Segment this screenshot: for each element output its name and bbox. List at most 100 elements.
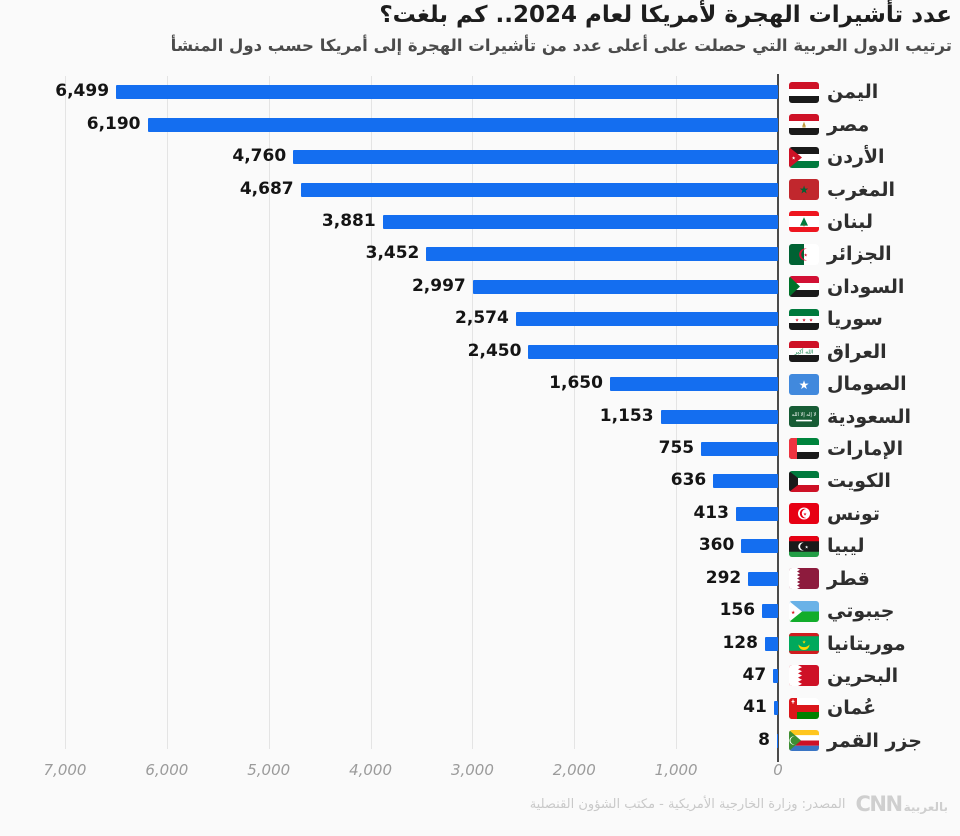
svg-text:★: ★ bbox=[792, 155, 796, 161]
x-axis-tick-label: 5,000 bbox=[247, 761, 291, 779]
svg-text:لا إله إلا الله: لا إله إلا الله bbox=[792, 412, 817, 418]
svg-text:★: ★ bbox=[802, 317, 806, 323]
bar bbox=[762, 604, 778, 619]
bar bbox=[713, 474, 778, 489]
country-label: قطر bbox=[827, 567, 870, 590]
bar bbox=[300, 182, 778, 197]
gridline bbox=[166, 76, 168, 749]
flag-kuwait-icon bbox=[789, 470, 819, 492]
x-axis-tick-label: 6,000 bbox=[145, 761, 189, 779]
country-label: المغرب bbox=[827, 178, 896, 201]
country-label: الإمارات bbox=[827, 437, 904, 460]
bar-value-label: 1,650 bbox=[549, 373, 603, 394]
flag-djibouti-icon: ★ bbox=[789, 600, 819, 622]
country-label: البحرين bbox=[827, 664, 899, 687]
bar-value-label: 636 bbox=[670, 470, 707, 491]
flag-egypt-icon bbox=[789, 114, 819, 136]
bar-value-label: 360 bbox=[698, 535, 735, 556]
bar bbox=[660, 409, 778, 424]
country-label: عُمان bbox=[827, 697, 877, 720]
bar bbox=[515, 312, 778, 327]
x-axis-tick-label: 3,000 bbox=[450, 761, 494, 779]
country-label: جزر القمر bbox=[827, 729, 922, 752]
country-label: موريتانيا bbox=[827, 632, 906, 655]
gridline bbox=[472, 76, 474, 749]
flag-lebanon-icon bbox=[789, 211, 819, 233]
svg-text:★: ★ bbox=[804, 252, 808, 258]
gridline bbox=[65, 76, 66, 749]
x-axis-tick-label: 0 bbox=[773, 761, 783, 779]
svg-text:★: ★ bbox=[795, 317, 799, 323]
country-label: جيبوتي bbox=[827, 600, 895, 623]
cnn-arabic-logo: CNN بالعربية bbox=[856, 792, 949, 816]
x-axis-tick-label: 2,000 bbox=[552, 761, 596, 779]
gridline bbox=[268, 76, 270, 749]
flag-qatar-icon bbox=[789, 568, 819, 590]
country-label: سوريا bbox=[827, 308, 883, 331]
bar bbox=[147, 117, 778, 132]
bar-value-label: 2,450 bbox=[467, 340, 522, 361]
cnn-logo-arabic-text: بالعربية bbox=[903, 800, 948, 814]
x-axis-tick-label: 7,000 bbox=[43, 761, 87, 779]
flag-comoros-icon bbox=[789, 730, 819, 752]
bar-value-label: 3,881 bbox=[321, 210, 376, 231]
flag-morocco-icon: ★ bbox=[789, 179, 819, 200]
x-axis-tick-label: 1,000 bbox=[654, 761, 698, 779]
bar bbox=[773, 701, 778, 716]
bar-value-label: 1,153 bbox=[599, 405, 654, 426]
bar bbox=[528, 344, 778, 359]
bar-value-label: 8 bbox=[758, 729, 770, 750]
country-label: تونس bbox=[827, 502, 881, 525]
country-label: الجزائر bbox=[827, 243, 892, 266]
gridline bbox=[574, 76, 576, 749]
svg-text:★: ★ bbox=[791, 609, 795, 615]
zero-axis-line bbox=[777, 74, 779, 762]
bar bbox=[382, 214, 778, 229]
bar bbox=[116, 85, 778, 100]
source-text: المصدر: وزارة الخارجية الأمريكية - مكتب … bbox=[529, 796, 846, 812]
bar bbox=[777, 733, 778, 748]
flag-saudi-arabia-icon: لا إله إلا الله bbox=[789, 406, 819, 427]
bar bbox=[741, 539, 778, 554]
country-label: مصر bbox=[827, 113, 870, 136]
bar-value-label: 6,190 bbox=[86, 113, 141, 134]
bar bbox=[748, 571, 778, 586]
flag-algeria-icon: ★ bbox=[789, 243, 819, 265]
country-label: الأردن bbox=[827, 146, 885, 169]
svg-text:★: ★ bbox=[799, 183, 809, 196]
chart-subtitle: ترتيب الدول العربية التي حصلت على أعلى ع… bbox=[170, 36, 952, 55]
svg-text:★: ★ bbox=[805, 544, 809, 549]
svg-text:★: ★ bbox=[799, 377, 810, 391]
bar-value-label: 4,760 bbox=[232, 146, 287, 167]
flag-tunisia-icon: ★ bbox=[789, 503, 819, 525]
country-label: السعودية bbox=[827, 405, 912, 428]
country-label: السودان bbox=[827, 275, 905, 298]
bar bbox=[735, 506, 778, 521]
svg-text:★: ★ bbox=[802, 640, 806, 646]
bar-value-label: 41 bbox=[743, 697, 767, 718]
bar bbox=[609, 377, 778, 392]
flag-somalia-icon: ★ bbox=[789, 373, 819, 395]
bar-value-label: 755 bbox=[658, 437, 695, 458]
country-label: ليبيا bbox=[827, 535, 865, 558]
flag-bahrain-icon bbox=[789, 665, 819, 687]
flag-jordan-icon: ★ bbox=[789, 146, 819, 168]
bar-value-label: 128 bbox=[722, 632, 758, 653]
bar-value-label: 47 bbox=[742, 664, 767, 685]
flag-mauritania-icon: ★ bbox=[789, 633, 819, 654]
x-axis-tick-label: 4,000 bbox=[349, 761, 393, 779]
flag-uae-icon bbox=[789, 438, 819, 460]
country-label: الكويت bbox=[827, 470, 891, 493]
bar-value-label: 4,687 bbox=[239, 178, 294, 199]
bar bbox=[293, 150, 778, 165]
country-label: لبنان bbox=[827, 210, 873, 233]
bar-value-label: 6,499 bbox=[55, 81, 110, 102]
svg-text:★: ★ bbox=[809, 317, 813, 323]
bar-value-label: 292 bbox=[705, 567, 742, 588]
bar-value-label: 2,997 bbox=[411, 275, 466, 296]
flag-syria-icon: ★ ★ ★ bbox=[789, 308, 819, 330]
svg-text:الله أكبر: الله أكبر bbox=[794, 348, 814, 356]
bar-value-label: 156 bbox=[719, 600, 756, 621]
bar-value-label: 3,452 bbox=[365, 243, 420, 264]
